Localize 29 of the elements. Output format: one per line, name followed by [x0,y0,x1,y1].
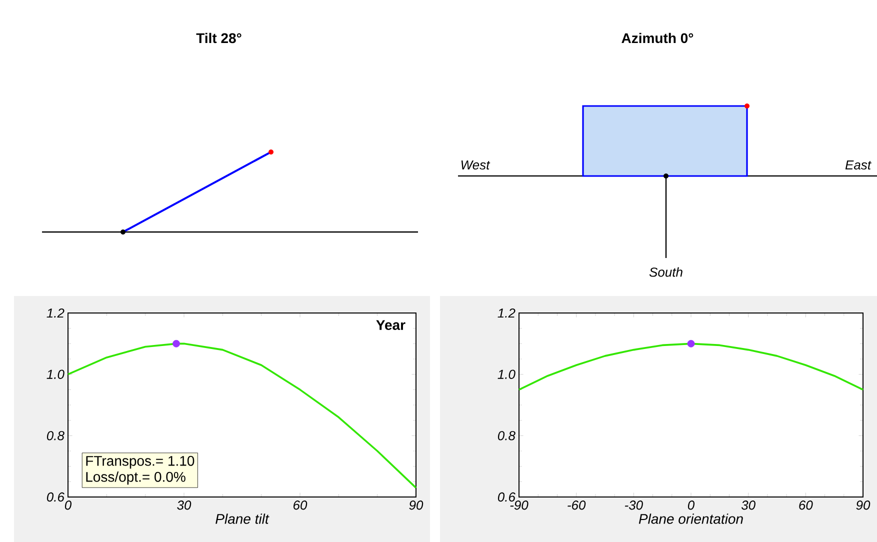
x-tick-label: 90 [856,500,870,510]
x-tick-label: 90 [409,500,424,510]
annotation: Year [376,320,406,330]
y-tick-label: 1.0 [46,370,64,379]
x-axis-title: Plane tilt [216,514,270,524]
x-tick-label: 60 [799,500,813,510]
text: Tilt 28° [196,32,242,44]
y-tick-label: 1.0 [498,370,516,379]
annotation: FTranspos.= 1.10 [86,456,194,469]
y-tick-label: 0.6 [498,492,516,502]
y-tick-label: 0.8 [498,431,516,440]
y-tick-label: 0.6 [46,492,64,502]
y-tick-label: 1.2 [46,308,64,318]
x-tick-label: -30 [624,500,643,510]
y-tick-label: 0.8 [46,431,64,440]
x-tick-label: -60 [568,500,586,510]
text: Azimuth 0° [622,32,694,44]
annotation: Loss/opt.= 0.0% [86,472,186,485]
x-tick-label: 0 [64,500,72,510]
x-tick-label: 0 [688,500,695,510]
x-tick-label: 60 [294,500,308,510]
y-tick-label: 1.2 [498,308,516,318]
text: West [461,160,490,170]
x-tick-label: 30 [741,500,756,510]
text: South [649,267,682,277]
x-axis-title: Plane orientation [638,514,743,524]
text: East [845,160,872,170]
x-tick-label: -90 [510,500,528,510]
x-tick-label: 30 [177,500,192,510]
